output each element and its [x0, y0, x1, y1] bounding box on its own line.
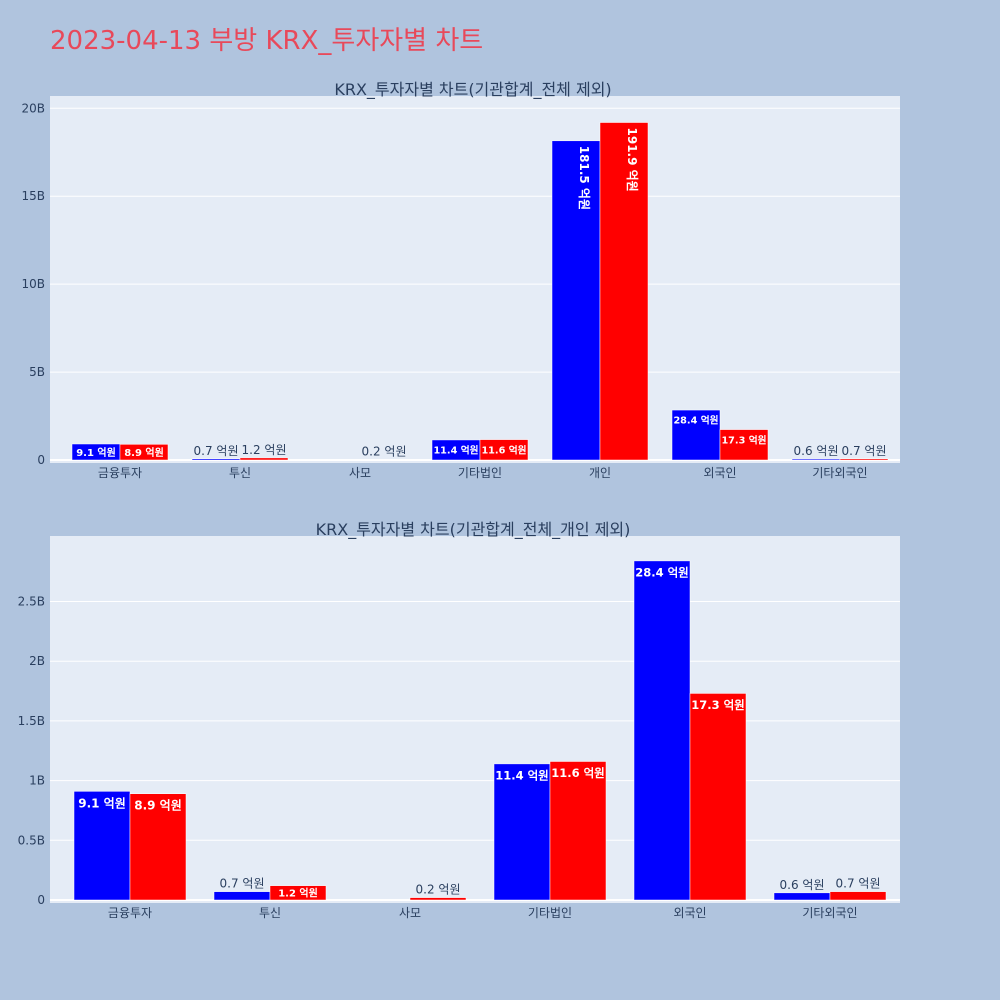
x-tick-label: 기타법인	[458, 466, 502, 480]
bar-sell	[119, 444, 169, 461]
x-tick-label: 사모	[349, 466, 371, 480]
bar-sell	[829, 891, 887, 901]
bar-sell	[269, 885, 327, 901]
bar-value-label: 8.9 억원	[134, 799, 182, 813]
x-tick-label: 외국인	[673, 906, 706, 920]
x-tick-label: 투신	[229, 466, 251, 480]
chart-individual-excluded: 0 0.5B 1B 1.5B 2B 2.5B KRX_투자자별 차트(기관합계_전체_개인 …	[18, 520, 900, 920]
bar-sell	[689, 693, 747, 901]
bar-value-label: 17.3 억원	[691, 698, 745, 712]
bar-value-label: 11.6 억원	[551, 766, 605, 780]
bar-value-label: 181.5 억원	[577, 146, 591, 210]
x-tick-label: 기타외국인	[812, 466, 867, 480]
bar-buy	[791, 458, 841, 461]
y-tick-label: 2.5B	[18, 595, 45, 609]
bar-value-label: 1.2 억원	[278, 887, 318, 900]
bar-sell	[479, 439, 529, 461]
bar-value-label: 0.6 억원	[794, 444, 839, 458]
y-tick-label: 20B	[21, 101, 45, 115]
bar-value-label: 11.6 억원	[481, 443, 526, 456]
bar-buy	[671, 409, 721, 461]
y-tick-label: 15B	[21, 189, 45, 203]
bar-value-label: 8.9 억원	[124, 446, 164, 459]
x-tick-label: 기타외국인	[802, 906, 857, 920]
bar-sell	[409, 897, 467, 901]
plot-area	[50, 96, 900, 463]
bar-buy	[773, 892, 831, 901]
x-tick-label: 투신	[259, 906, 281, 920]
page-title: 2023-04-13 부방 KRX_투자자별 차트	[50, 26, 483, 56]
plot-area	[50, 536, 900, 903]
bar-value-label: 0.7 억원	[836, 877, 881, 891]
bar-value-label: 0.2 억원	[362, 445, 407, 459]
bar-value-label: 0.2 억원	[416, 883, 461, 897]
bar-buy	[551, 140, 601, 461]
y-tick-label: 0.5B	[18, 833, 45, 847]
y-tick-label: 5B	[29, 365, 45, 379]
x-tick-label: 사모	[399, 906, 421, 920]
y-tick-label: 10B	[21, 277, 45, 291]
x-tick-label: 외국인	[703, 466, 736, 480]
bar-value-label: 191.9 억원	[625, 128, 639, 192]
y-tick-label: 0	[37, 893, 45, 907]
y-tick-label: 1B	[29, 774, 45, 788]
bar-value-label: 28.4 억원	[635, 565, 689, 579]
bar-value-label: 1.2 억원	[242, 443, 287, 457]
chart-institution-excluded: 0 5B 10B 15B 20B KRX_투자자별 차트(기관합계_전체 제외) 금융투자 9…	[21, 80, 900, 480]
bar-value-label: 11.4 억원	[433, 444, 478, 457]
bar-value-label: 28.4 억원	[673, 414, 718, 427]
bar-sell	[549, 761, 607, 901]
x-tick-label: 금융투자	[98, 466, 142, 480]
y-tick-label: 0	[37, 453, 45, 467]
bar-value-label: 0.7 억원	[194, 444, 239, 458]
bar-sell	[129, 793, 187, 901]
bar-value-label: 9.1 억원	[78, 796, 126, 810]
bar-value-label: 9.1 억원	[76, 446, 116, 459]
bar-value-label: 0.7 억원	[842, 444, 887, 458]
bar-value-label: 0.7 억원	[220, 877, 265, 891]
bar-sell	[239, 457, 289, 461]
y-tick-label: 2B	[29, 654, 45, 668]
bar-buy	[213, 891, 271, 901]
bar-buy	[73, 791, 131, 901]
x-tick-label: 금융투자	[108, 906, 152, 920]
bar-sell	[719, 429, 769, 461]
bar-buy	[633, 560, 691, 901]
bar-value-label: 11.4 억원	[495, 768, 549, 782]
chart-title: KRX_투자자별 차트(기관합계_전체_개인 제외)	[316, 520, 631, 540]
y-tick-label: 1.5B	[18, 714, 45, 728]
bar-buy	[191, 458, 241, 461]
bar-value-label: 0.6 억원	[780, 878, 825, 892]
bar-value-label: 17.3 억원	[721, 433, 766, 446]
chart-title: KRX_투자자별 차트(기관합계_전체 제외)	[334, 80, 611, 100]
bar-sell	[839, 458, 889, 461]
x-tick-label: 기타법인	[528, 906, 572, 920]
bar-sell	[599, 122, 649, 461]
x-tick-label: 개인	[589, 466, 611, 480]
bar-buy	[493, 763, 551, 901]
